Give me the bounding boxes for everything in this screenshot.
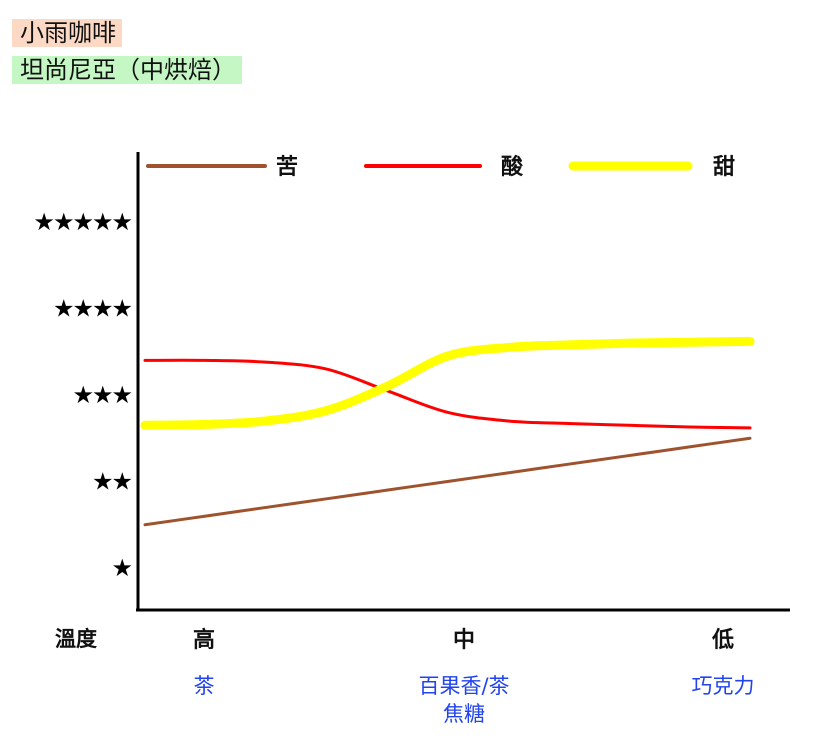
- series-layer: [140, 336, 755, 527]
- y-tick-label-5: ★★★★★: [33, 208, 131, 236]
- x-axis-label: 溫度: [55, 627, 97, 651]
- legend-label-1: 苦: [276, 155, 298, 180]
- x-tick-label-1: 高: [193, 627, 215, 653]
- axes: [136, 152, 790, 612]
- legend: 苦酸甜: [146, 154, 735, 180]
- y-tick-label-4: ★★★★: [53, 295, 132, 323]
- origin-label: 坦尚尼亞（中烘焙）: [12, 56, 242, 84]
- flavor-notes: 茶 百果香/茶焦糖 巧克力: [194, 674, 755, 726]
- flavor-note-1: 茶: [194, 674, 215, 698]
- legend-label-2: 酸: [501, 155, 524, 180]
- y-tick-labels: ★★★★★★★★★★★★★★★: [33, 208, 133, 582]
- brand-label: 小雨咖啡: [12, 19, 122, 47]
- x-tick-label-3: 低: [711, 628, 734, 653]
- y-tick-label-2: ★★: [92, 468, 132, 496]
- flavor-note-3: 巧克力: [692, 674, 755, 698]
- series-line-1: [143, 436, 752, 527]
- flavor-note-2: 百果香/茶焦糖: [418, 674, 509, 726]
- y-tick-label-1: ★: [111, 554, 131, 582]
- x-tick-label-2: 中: [453, 628, 475, 653]
- series-line-3: [140, 336, 755, 430]
- y-tick-label-3: ★★★: [72, 381, 131, 409]
- series-line-2: [143, 358, 752, 430]
- legend-label-3: 甜: [713, 154, 735, 180]
- x-tick-labels: 溫度 高 中 低: [55, 627, 734, 653]
